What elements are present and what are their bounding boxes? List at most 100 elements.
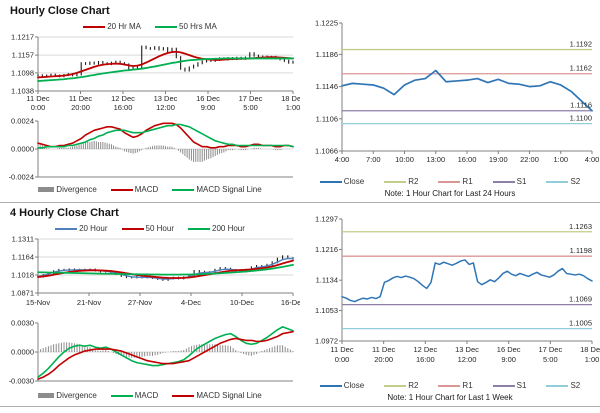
svg-text:11 Dec: 11 Dec [69, 94, 92, 103]
legend-item-50-hour: 50 Hour [121, 224, 174, 233]
legend-item-200-hour: 200 Hour [188, 224, 245, 233]
axes [341, 219, 592, 342]
svg-text:1.1216: 1.1216 [315, 245, 338, 254]
hourly-macd-chart: -0.0024 0.0000 0.0024 [9, 117, 294, 182]
series-50-hour [37, 259, 294, 279]
svg-text:13 Dec: 13 Dec [154, 94, 178, 103]
legend-label: Divergence [56, 391, 97, 400]
legend-item-r2: R2 [384, 177, 418, 186]
svg-text:-0.0024: -0.0024 [9, 173, 34, 182]
four-hourly-ma-legend: 20 Hour 50 Hour 200 Hour [0, 222, 300, 235]
legend-swatch [55, 227, 78, 230]
svg-text:1.1162: 1.1162 [570, 64, 592, 73]
svg-text:-0.0030: -0.0030 [9, 377, 34, 386]
legend-label: S1 [516, 381, 527, 390]
four-hourly-macd-legend: Divergence MACD MACD Signal Line [0, 389, 300, 402]
svg-text:0.0024: 0.0024 [11, 117, 34, 126]
legend-item-20-hr-ma: 20 Hr MA [83, 22, 141, 31]
svg-text:1.1106: 1.1106 [316, 114, 338, 123]
legend-label: R1 [462, 177, 473, 186]
legend-swatch [188, 227, 210, 230]
svg-text:1.1005: 1.1005 [569, 319, 592, 328]
legend-swatch [492, 384, 515, 387]
legend-label: MACD [134, 185, 159, 194]
svg-text:10:00: 10:00 [395, 155, 414, 164]
legend-item-macd-signal-line: MACD Signal Line [172, 391, 262, 400]
legend-item-macd-signal-line: MACD Signal Line [172, 185, 262, 194]
svg-text:20:00: 20:00 [71, 103, 90, 112]
svg-text:27-Nov: 27-Nov [128, 298, 152, 307]
y-axis-ticks: 1.0972 1.1053 1.1134 1.1216 1.1297 [315, 215, 342, 346]
svg-text:1:00: 1:00 [585, 355, 600, 364]
svg-text:1.1217: 1.1217 [11, 33, 34, 42]
four-hourly-price-chart: 1.0871 1.1018 1.1164 1.1311 15-Nov 21-Nov 27-N… [11, 235, 300, 307]
level-lines [342, 231, 592, 330]
svg-text:1:00: 1:00 [553, 155, 568, 164]
svg-text:1.1146: 1.1146 [316, 82, 338, 91]
week-levels-legend: Close R2 R1 S1 S2 [300, 379, 600, 392]
svg-text:0.0000: 0.0000 [11, 145, 34, 154]
svg-text:16:00: 16:00 [458, 155, 477, 164]
legend-item-s2: S2 [546, 177, 580, 186]
svg-text:1.1297: 1.1297 [315, 215, 338, 224]
svg-text:1.1100: 1.1100 [570, 114, 592, 123]
legend-swatch [546, 180, 569, 183]
legend-label: 50 Hrs MA [179, 22, 217, 31]
svg-text:13 Dec: 13 Dec [455, 345, 479, 354]
legend-label: MACD Signal Line [196, 185, 262, 194]
x-axis-ticks: 15-Nov 21-Nov 27-Nov 4-Dec 10-Dec 16-Dec [26, 293, 300, 307]
series-close [341, 69, 593, 112]
legend-swatch [492, 180, 515, 183]
hourly-chart-title: Hourly Close Chart [10, 5, 110, 17]
series-close [341, 259, 593, 303]
divergence-bars [37, 342, 294, 358]
svg-text:1.1157: 1.1157 [12, 51, 34, 60]
svg-text:12 Dec: 12 Dec [111, 94, 135, 103]
legend-item-r2: R2 [384, 381, 418, 390]
svg-text:1.0972: 1.0972 [315, 337, 338, 346]
svg-text:1.1225: 1.1225 [315, 19, 338, 28]
svg-text:9:00: 9:00 [501, 355, 516, 364]
legend-item-r1: R1 [438, 177, 473, 186]
legend-swatch [172, 394, 195, 397]
legend-item-s1: S1 [492, 381, 527, 390]
svg-text:5:00: 5:00 [543, 355, 558, 364]
series-50-hrs-ma [37, 57, 294, 82]
level-labels: 1.1263 1.1198 1.1069 1.1005 [569, 222, 592, 328]
legend-label: R1 [462, 381, 473, 390]
svg-text:22:00: 22:00 [520, 155, 539, 164]
day-close-levels-chart: 1.1066 1.1106 1.1146 1.1186 1.1225 4:00 7:00 10… [315, 19, 599, 165]
legend-item-macd: MACD [110, 391, 158, 400]
legend-label: R2 [408, 381, 419, 390]
svg-text:17 Dec: 17 Dec [239, 94, 263, 103]
svg-text:16:00: 16:00 [114, 103, 133, 112]
legend-swatch [83, 25, 106, 28]
day-levels-legend: Close R2 R1 S1 S2 [300, 175, 600, 188]
series-200-hour [37, 263, 294, 276]
legend-item-close: Close [319, 177, 364, 186]
svg-text:1.1164: 1.1164 [12, 253, 34, 262]
svg-text:1.1069: 1.1069 [569, 295, 592, 304]
y-axis-ticks: 1.1066 1.1106 1.1146 1.1186 1.1225 [315, 19, 342, 156]
legend-swatch [121, 227, 144, 230]
legend-item-50-hrs-ma: 50 Hrs MA [155, 22, 217, 31]
svg-text:1.1134: 1.1134 [316, 276, 338, 285]
y-axis-ticks: 1.1038 1.1098 1.1157 1.1217 [11, 33, 38, 96]
legend-item-close: Close [319, 381, 364, 390]
four-hourly-close-panel: 4 Hourly Close Chart 20 Hour 50 Hour 200 H… [0, 205, 300, 406]
hourly-ma-legend: 20 Hr MA 50 Hrs MA [0, 20, 300, 33]
legend-swatch [172, 188, 195, 191]
legend-label: 20 Hour [79, 224, 108, 233]
legend-swatch [546, 384, 569, 387]
legend-item-r1: R1 [438, 381, 473, 390]
svg-text:16 Dec: 16 Dec [497, 345, 521, 354]
y-axis-ticks: 1.0871 1.1018 1.1164 1.1311 [11, 235, 38, 298]
legend-label: Divergence [56, 185, 97, 194]
svg-text:0:00: 0:00 [335, 355, 350, 364]
legend-label: 50 Hour [145, 224, 174, 233]
svg-text:1.1186: 1.1186 [316, 50, 338, 59]
legend-label: MACD Signal Line [196, 391, 262, 400]
